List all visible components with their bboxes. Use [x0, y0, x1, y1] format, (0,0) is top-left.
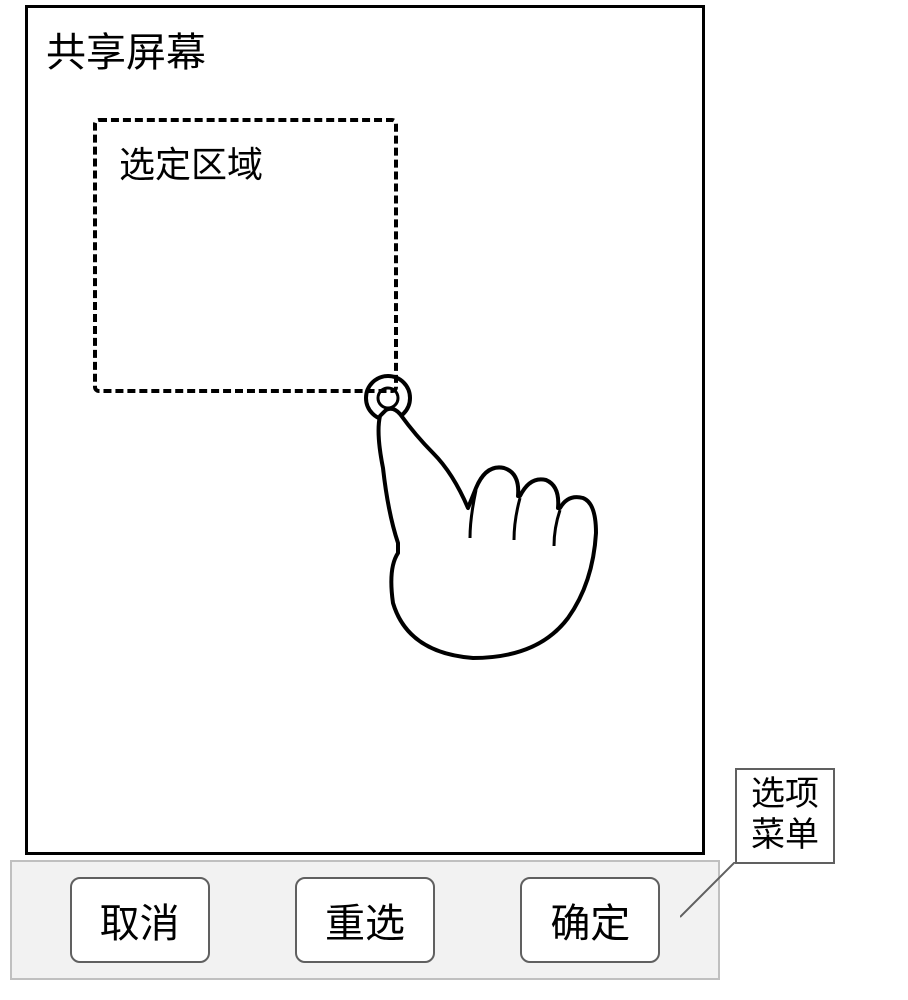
confirm-button[interactable]: 确定: [520, 877, 660, 963]
options-menu-bar: 取消 重选 确定: [10, 860, 720, 980]
selection-label: 选定区域: [119, 136, 263, 188]
options-menu-callout: 选项 菜单: [735, 768, 835, 864]
cancel-button[interactable]: 取消: [70, 877, 210, 963]
reselect-button[interactable]: 重选: [295, 877, 435, 963]
callout-line1: 选项: [751, 775, 819, 816]
callout-connector: [680, 862, 735, 922]
selection-area[interactable]: 选定区域: [93, 118, 398, 393]
screen-title: 共享屏幕: [46, 20, 206, 78]
touch-hand-icon: [338, 358, 638, 678]
main-screen: 共享屏幕 选定区域: [25, 5, 705, 855]
callout-line2: 菜单: [751, 816, 819, 857]
